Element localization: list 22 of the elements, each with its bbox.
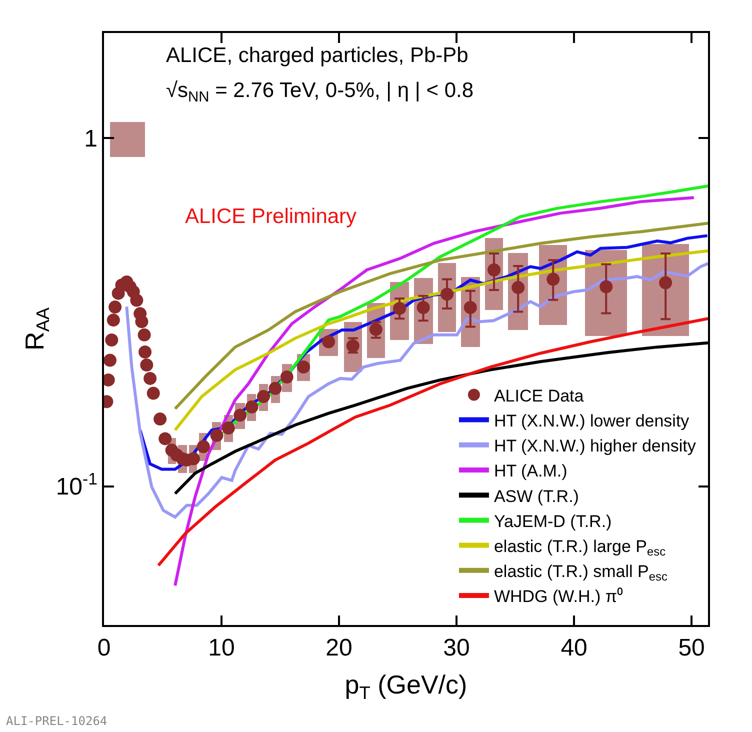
- x-tick-label: 30: [443, 634, 470, 662]
- annotation: ALICE Preliminary: [185, 205, 358, 228]
- legend-label: WHDG (W.H.) π⁰: [494, 587, 624, 606]
- x-axis-title: p$_{T}$ (GeV/c): [344, 670, 468, 704]
- x-tick-label: 10: [208, 634, 235, 662]
- text: ALICE, charged particles, Pb-Pb: [166, 44, 468, 67]
- legend-label: HT (A.M.): [494, 462, 568, 481]
- text: ALI-PREL-10264: [6, 714, 108, 728]
- legend-label: HT (X.N.W.) higher density: [494, 436, 696, 456]
- legend-label: ASW (T.R.): [494, 486, 579, 506]
- x-tick-label: 40: [560, 634, 588, 662]
- legend-label: ALICE Data: [494, 386, 584, 406]
- legend-label: elastic (T.R.) small P$_{esc}$: [494, 562, 668, 584]
- text: √s$_{NN}$ = 2.76 TeV, 0-5%, | η | < 0.8: [166, 79, 474, 106]
- legend-label: HT (X.N.W.) lower density: [494, 411, 690, 430]
- x-tick-label: 20: [326, 634, 352, 662]
- x-tick-label: 50: [678, 634, 705, 662]
- legend-label: elastic (T.R.) large P$_{esc}$: [494, 536, 666, 559]
- x-tick-label: 0: [97, 634, 111, 662]
- legend-label: YaJEM-D (T.R.): [494, 512, 612, 531]
- y-tick-label: 10$^{-1}$: [56, 470, 98, 501]
- y-tick-label: 1: [84, 125, 98, 152]
